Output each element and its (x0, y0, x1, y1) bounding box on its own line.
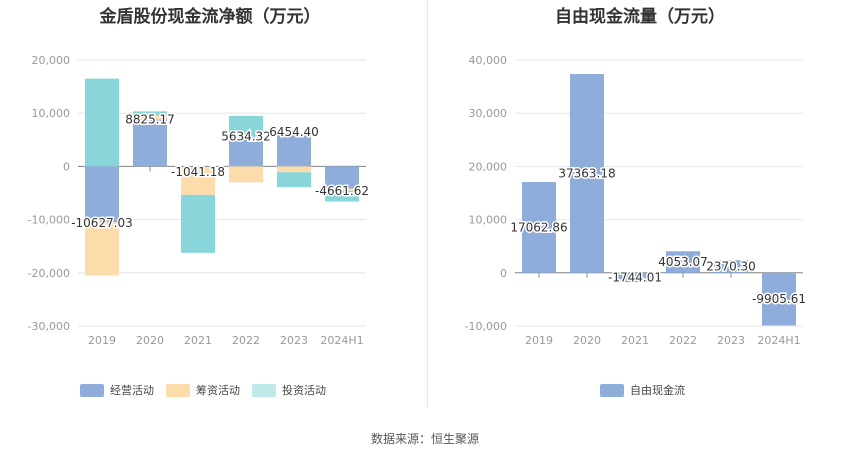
x-tick-label: 2020 (573, 334, 601, 347)
bar-value-label: -1744.01 (608, 270, 662, 284)
stacked-bar-segment (181, 166, 215, 168)
bar-value-label: 4053.07 (658, 255, 708, 269)
y-tick-label: -20,000 (28, 267, 70, 280)
legend-swatch-investing (252, 383, 276, 397)
stacked-bar-segment (325, 190, 359, 202)
x-tick-label: 2021 (621, 334, 649, 347)
x-tick-label: 2022 (232, 334, 260, 347)
x-tick-label: 2020 (136, 334, 164, 347)
bar (570, 74, 604, 273)
legend-swatch-financing (166, 383, 190, 397)
stacked-bar-segment (325, 188, 359, 191)
right-chart-title: 自由现金流量（万元） (555, 7, 725, 27)
legend-item-financing[interactable]: 筹资活动 (166, 382, 240, 398)
y-tick-label: 30,000 (469, 107, 508, 120)
panel-divider (427, 0, 428, 408)
right-chart-legend: 自由现金流 (600, 382, 685, 398)
bar (714, 260, 748, 273)
x-tick-label: 2022 (669, 334, 697, 347)
stacked-bar-segment (229, 136, 263, 167)
legend-item-free-cash-flow[interactable]: 自由现金流 (600, 382, 685, 398)
legend-item-investing[interactable]: 投资活动 (252, 382, 326, 398)
legend-label-investing: 投资活动 (282, 384, 326, 397)
stacked-bar-segment (85, 166, 119, 223)
net-value-label: 5634.32 (221, 129, 271, 143)
y-tick-label: 0 (500, 267, 507, 280)
bar (666, 251, 700, 273)
stacked-bar-segment (277, 166, 311, 173)
y-tick-label: 10,000 (32, 107, 71, 120)
stacked-bar-segment (277, 132, 311, 167)
x-tick-label: 2024H1 (320, 334, 363, 347)
legend-swatch-free-cash-flow (600, 383, 624, 397)
legend-label-free-cash-flow: 自由现金流 (630, 384, 685, 397)
stacked-bar-segment (181, 167, 215, 195)
bar-value-label: 37363.18 (558, 166, 615, 180)
y-tick-label: -10,000 (28, 214, 70, 227)
x-tick-label: 2023 (280, 334, 308, 347)
x-tick-label: 2021 (184, 334, 212, 347)
bar (762, 272, 796, 326)
stacked-bar-segment (229, 166, 263, 183)
legend-label-operating: 经营活动 (110, 384, 154, 397)
net-value-label: 8825.17 (125, 112, 175, 126)
y-tick-label: -30,000 (28, 320, 70, 333)
stacked-bar-segment (133, 115, 167, 120)
y-tick-label: 20,000 (32, 54, 71, 67)
stacked-bar-segment (85, 78, 119, 167)
bar-value-label: 2370.30 (706, 259, 756, 273)
left-chart-title: 金盾股份现金流净额（万元） (99, 7, 321, 27)
stacked-bar-segment (277, 172, 311, 188)
data-source-footer: 数据来源：恒生聚源 (370, 432, 479, 446)
stacked-bar-segment (229, 115, 263, 137)
y-tick-label: 20,000 (469, 160, 508, 173)
legend-swatch-operating (80, 383, 104, 397)
x-tick-label: 2019 (88, 334, 116, 347)
bar (522, 182, 556, 273)
x-tick-label: 2024H1 (757, 334, 800, 347)
cash-flow-net-chart: 20,000 10,000 0 -10,000 -20,000 -30,000 2019 20… (28, 54, 371, 347)
legend-label-financing: 筹资活动 (196, 384, 240, 397)
legend-item-operating[interactable]: 经营活动 (80, 382, 154, 398)
net-value-label: 6454.40 (269, 125, 319, 139)
net-value-label: -10627.03 (71, 216, 133, 230)
x-tick-label: 2023 (717, 334, 745, 347)
stacked-bar-segment (181, 194, 215, 253)
net-value-label: -4661.62 (315, 184, 369, 198)
left-chart-legend: 经营活动 筹资活动 投资活动 (80, 382, 326, 398)
bar-value-label: 17062.86 (510, 220, 567, 234)
y-tick-label: 0 (63, 160, 70, 173)
stacked-bar-segment (85, 222, 119, 276)
stacked-bar-segment (133, 119, 167, 167)
stacked-bar-segment (325, 166, 359, 189)
y-tick-label: 40,000 (469, 54, 508, 67)
free-cash-flow-chart: 40,000 30,000 20,000 10,000 0 -10,000 2019 2020… (465, 54, 808, 347)
x-tick-label: 2019 (525, 334, 553, 347)
net-value-label: -1041.18 (171, 165, 225, 179)
y-tick-label: 10,000 (469, 214, 508, 227)
stacked-bar-segment (133, 111, 167, 116)
bar (618, 272, 652, 283)
y-tick-label: -10,000 (465, 320, 507, 333)
bar-value-label: -9905.61 (752, 292, 806, 306)
